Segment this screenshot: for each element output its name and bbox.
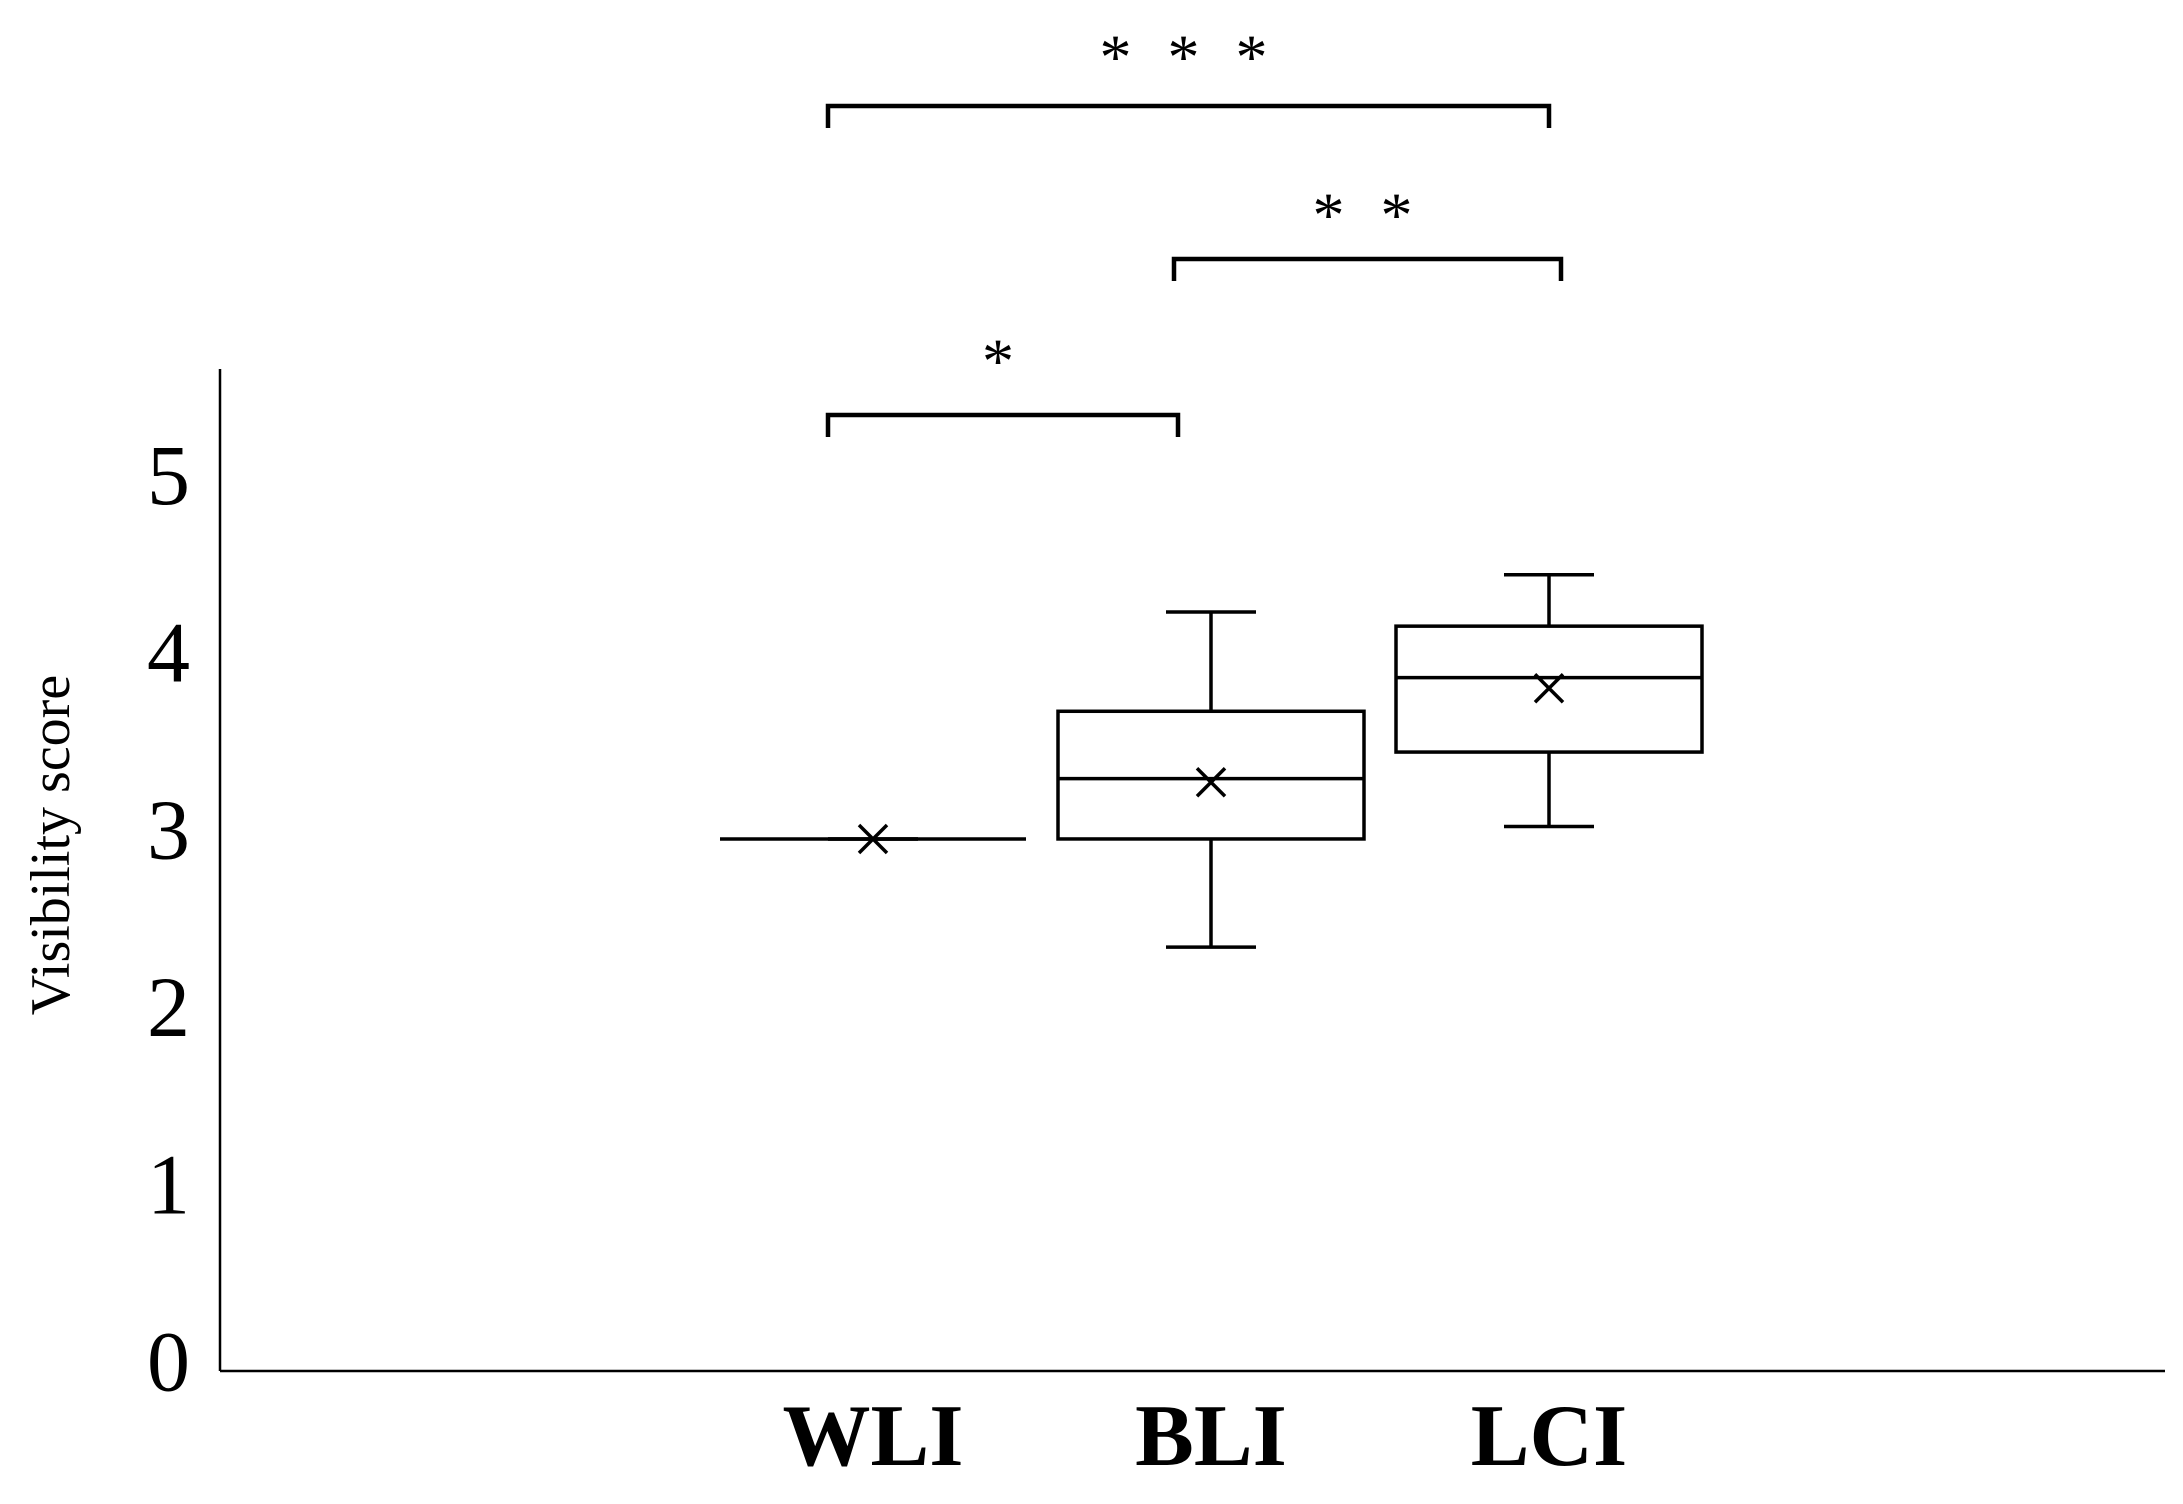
y-tick-label: 5 xyxy=(147,427,190,523)
significance-bracket xyxy=(825,412,1181,437)
y-tick-label: 2 xyxy=(147,959,190,1055)
significance-label: * xyxy=(982,326,1024,397)
mean-marker xyxy=(1533,672,1565,704)
y-tick-label: 0 xyxy=(147,1314,190,1410)
y-tick-label: 3 xyxy=(147,782,190,878)
significance-bracket xyxy=(825,103,1552,128)
box xyxy=(1056,709,1366,841)
y-tick-label: 1 xyxy=(147,1136,190,1232)
x-tick-label: LCI xyxy=(1471,1388,1628,1485)
mean-marker xyxy=(1195,766,1227,798)
y-tick-label: 4 xyxy=(147,604,190,700)
x-tick-label: BLI xyxy=(1135,1388,1287,1485)
significance-bracket xyxy=(1171,256,1564,281)
x-tick-label: WLI xyxy=(783,1388,964,1485)
mean-marker xyxy=(857,823,889,855)
significance-label: * * * xyxy=(1100,22,1278,93)
significance-label: * * xyxy=(1313,180,1423,251)
box xyxy=(1394,624,1704,754)
y-axis-label: Visibility score xyxy=(20,675,82,1015)
